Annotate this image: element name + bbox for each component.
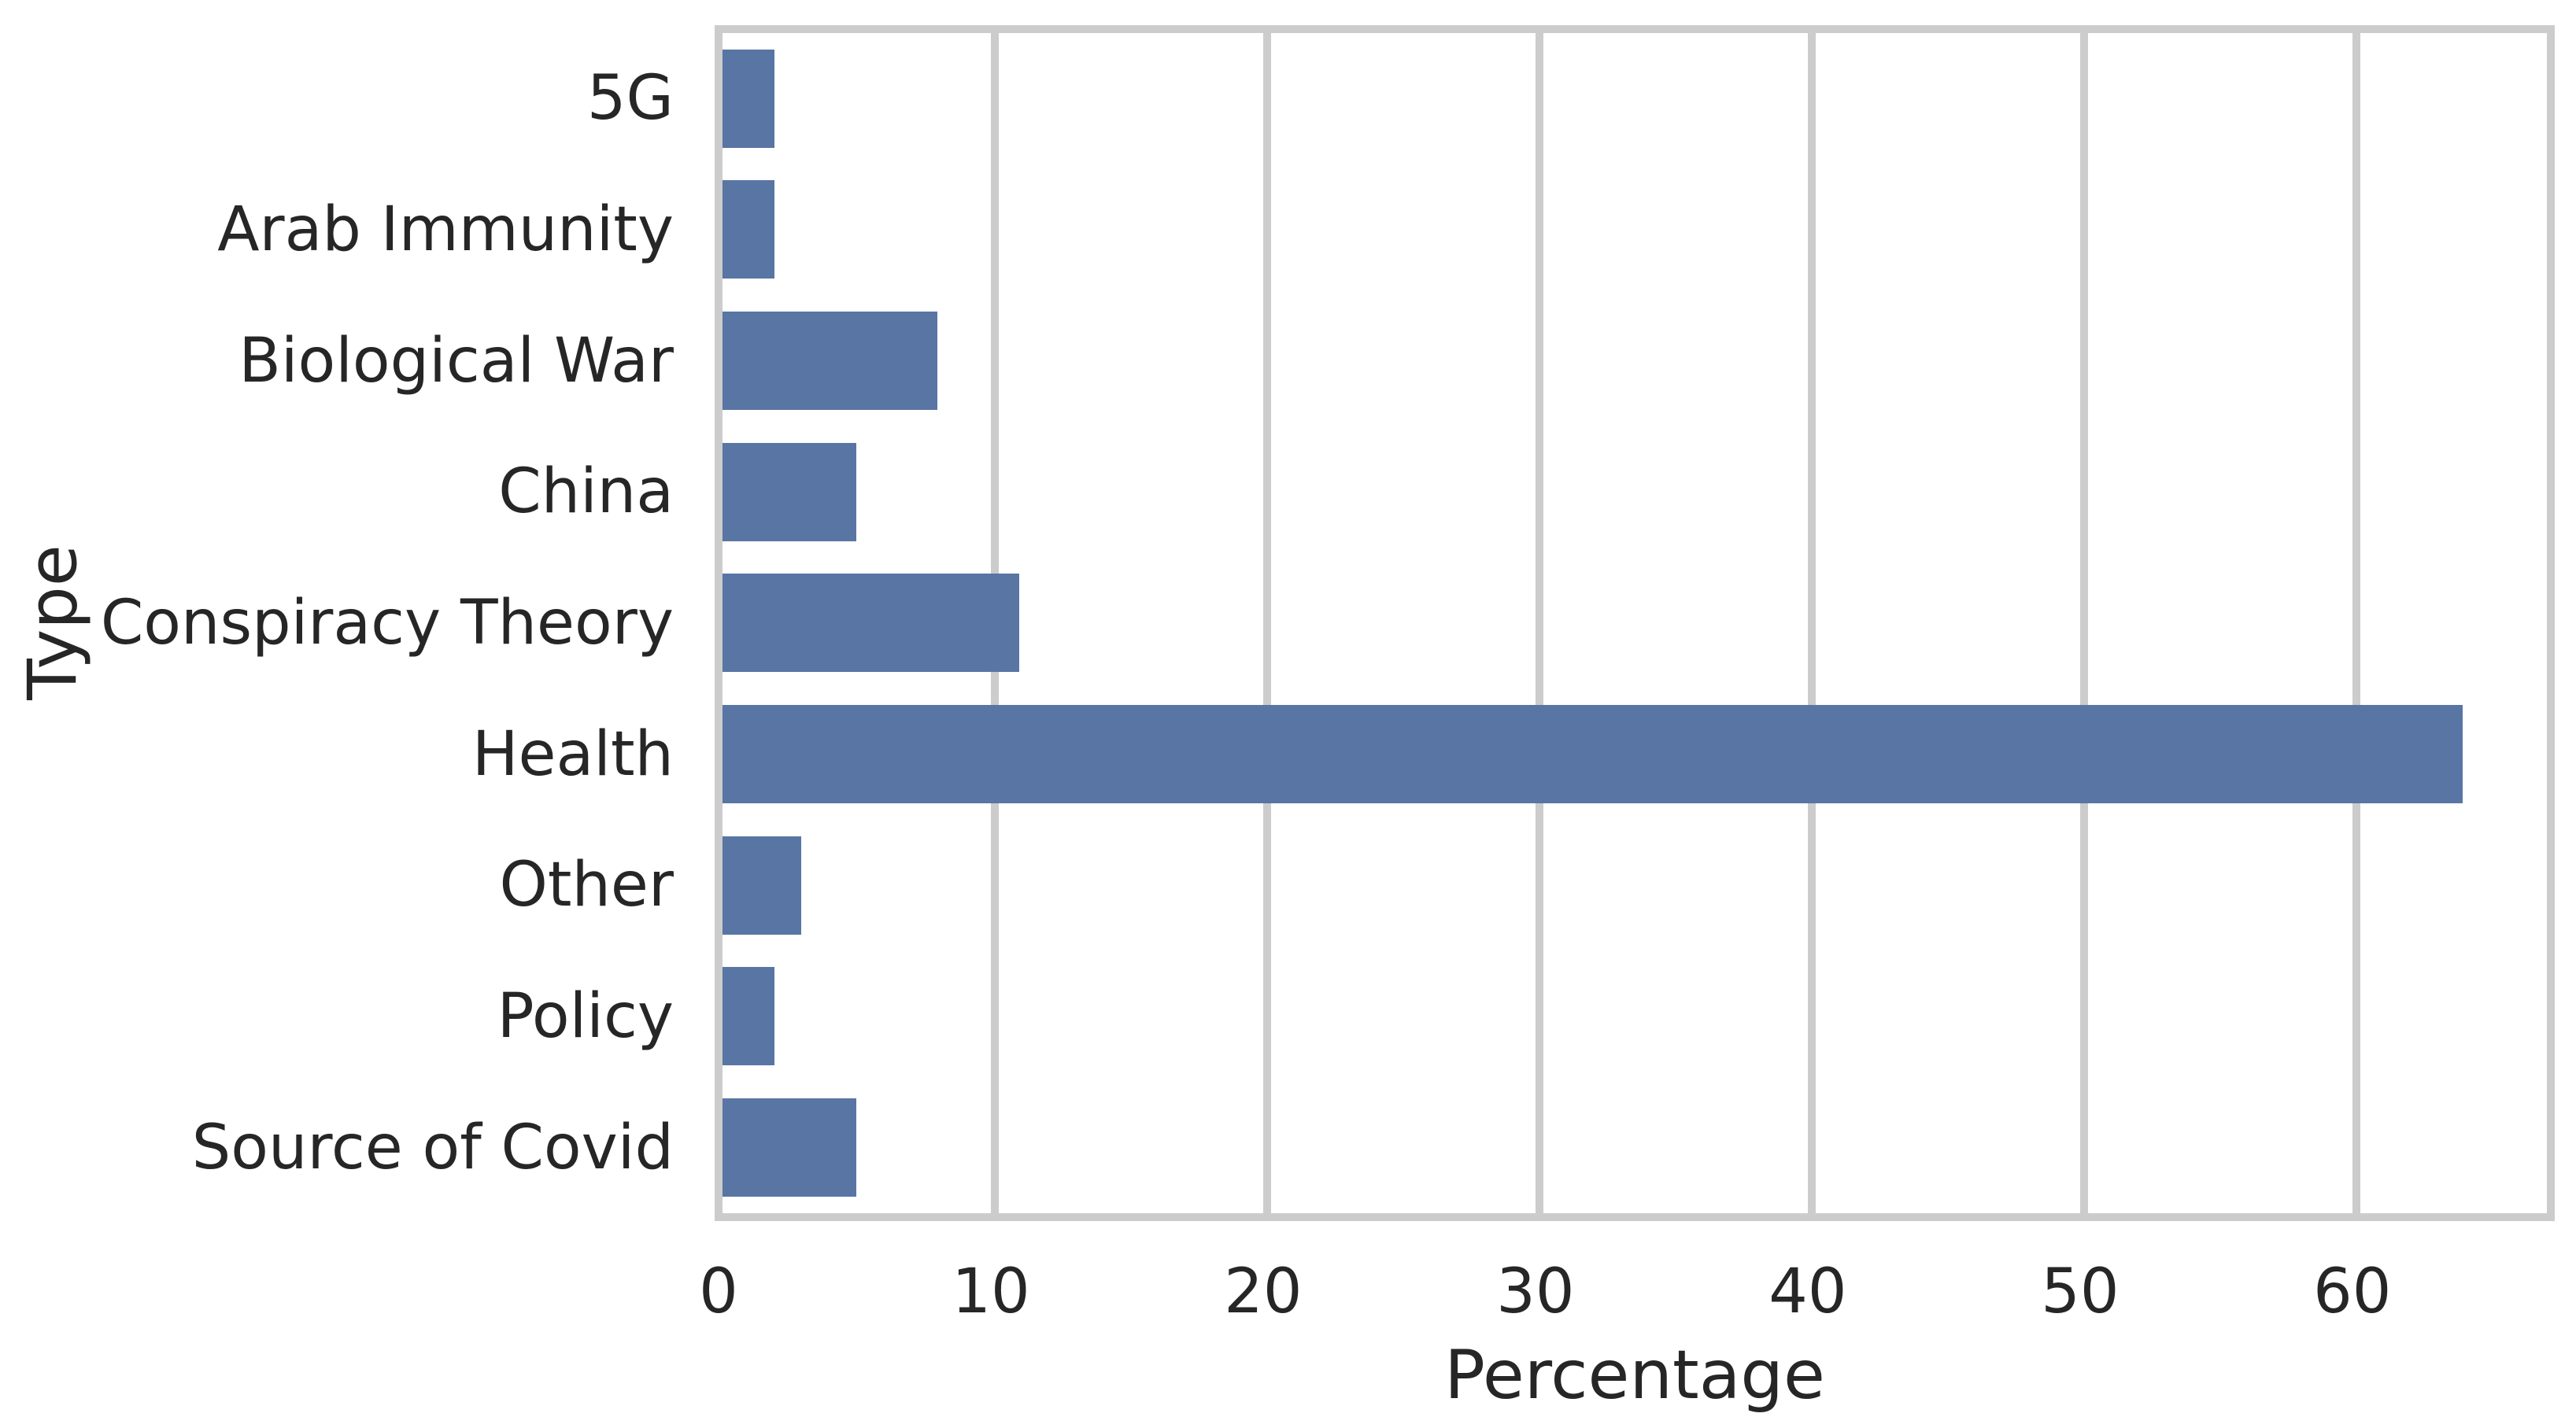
y-tick-label-china: China [498, 456, 674, 528]
bar-row-biological-war [723, 295, 2547, 426]
bar-other [723, 836, 802, 935]
bar-row-conspiracy-theory [723, 558, 2547, 689]
y-tick-label-conspiracy-theory: Conspiracy Theory [100, 587, 674, 659]
gridline-x-50 [2079, 33, 2088, 1213]
bar-row-policy [723, 951, 2547, 1083]
bar-conspiracy-theory [723, 574, 1020, 673]
x-tick-label-30: 30 [1496, 1256, 1575, 1327]
x-axis-label: Percentage [1444, 1336, 1825, 1415]
bar-row-source-of-covid [723, 1082, 2547, 1213]
bar-5g [723, 49, 774, 148]
bar-policy [723, 967, 774, 1066]
gridline-x-30 [1535, 33, 1543, 1213]
gridline-x-40 [1807, 33, 1816, 1213]
y-tick-label-other: Other [499, 850, 674, 921]
bar-row-china [723, 426, 2547, 558]
x-tick-label-20: 20 [1224, 1256, 1303, 1327]
y-tick-label-arab-immunity: Arab Immunity [217, 194, 674, 265]
bar-arab-immunity [723, 180, 774, 279]
y-tick-label-health: Health [471, 718, 674, 790]
y-tick-label-5g: 5G [586, 63, 674, 135]
bar-china [723, 442, 856, 541]
gridline-x-60 [2352, 33, 2360, 1213]
plot-area [715, 25, 2555, 1221]
bar-source-of-covid [723, 1098, 856, 1197]
y-tick-label-biological-war: Biological War [238, 325, 674, 397]
x-tick-label-40: 40 [1768, 1256, 1847, 1327]
x-tick-label-50: 50 [2041, 1256, 2120, 1327]
bar-row-arab-immunity [723, 164, 2547, 296]
gridline-x-20 [1262, 33, 1271, 1213]
bar-biological-war [723, 312, 938, 411]
bar-row-5g [723, 33, 2547, 164]
x-tick-label-60: 60 [2313, 1256, 2392, 1327]
x-tick-label-0: 0 [699, 1256, 738, 1327]
x-tick-label-10: 10 [952, 1256, 1030, 1327]
bar-row-health [723, 688, 2547, 820]
y-axis-label: Type [13, 544, 93, 700]
y-tick-label-source-of-covid: Source of Covid [191, 1112, 674, 1183]
bar-row-other [723, 820, 2547, 951]
y-tick-label-policy: Policy [497, 980, 674, 1052]
bar-health [723, 705, 2463, 804]
